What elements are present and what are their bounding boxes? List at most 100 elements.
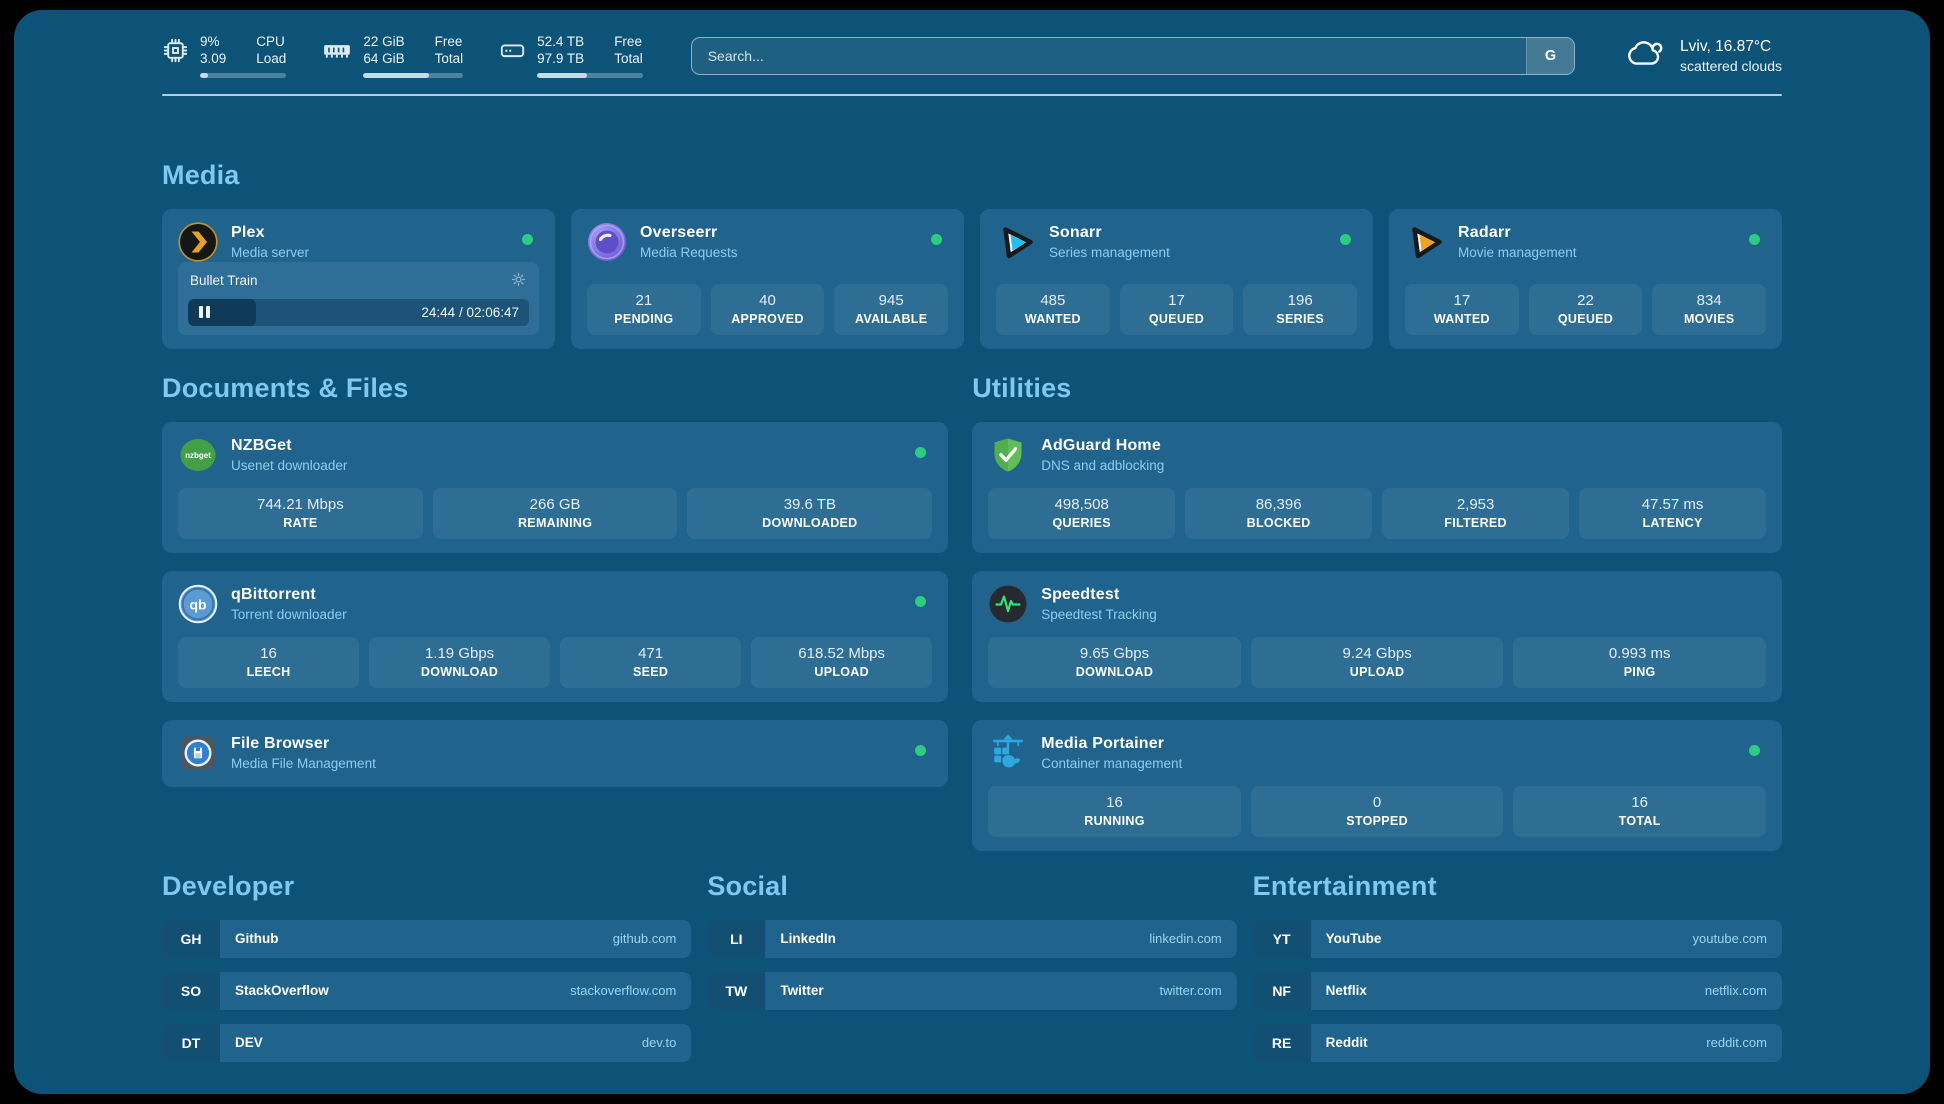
- app-card-nzbget[interactable]: nzbget NZBGet Usenet downloader 744.21 M…: [162, 421, 949, 553]
- cpu-label-2: Load: [256, 50, 287, 66]
- stat-tile: 471 SEED: [560, 636, 742, 688]
- bookmark-name: YouTube: [1325, 931, 1382, 947]
- bookmark-name: Reddit: [1325, 1035, 1368, 1051]
- bookmark-abbr: RE: [1252, 1023, 1311, 1062]
- media-grid: Plex Media server Bullet Train: [162, 208, 1782, 349]
- bookmark-name: DEV: [235, 1035, 263, 1051]
- nzbget-icon: nzbget: [178, 435, 218, 475]
- stat-tile: 498,508 QUERIES: [988, 487, 1176, 539]
- bookmarks-developer: Developer GH Github github.com SO StackO…: [162, 851, 692, 1076]
- bookmark-abbr: NF: [1252, 971, 1311, 1010]
- search-input[interactable]: [691, 37, 1527, 74]
- bookmark-netflix[interactable]: NF Netflix netflix.com: [1252, 971, 1782, 1010]
- stat-tile: 0 STOPPED: [1250, 785, 1504, 837]
- stat-tile: 9.24 Gbps UPLOAD: [1250, 636, 1504, 688]
- app-card-adguard[interactable]: AdGuard Home DNS and adblocking 498,508 …: [972, 421, 1782, 553]
- bookmark-linkedin[interactable]: LI LinkedIn linkedin.com: [707, 919, 1237, 958]
- bookmarks-grid: Developer GH Github github.com SO StackO…: [162, 851, 1782, 1076]
- app-name: Speedtest: [1041, 585, 1120, 603]
- cpu-progress-bar: [200, 72, 287, 78]
- status-indicator: [1749, 744, 1760, 756]
- memory-progress-bar: [363, 72, 464, 78]
- bookmark-name: Twitter: [780, 983, 824, 999]
- bookmark-name: StackOverflow: [235, 983, 329, 999]
- memory-total: 64 GiB: [363, 50, 405, 66]
- section-title-utilities: Utilities: [972, 372, 1072, 403]
- app-card-speedtest[interactable]: Speedtest Speedtest Tracking 9.65 Gbps D…: [972, 570, 1782, 702]
- memory-icon: [322, 34, 352, 69]
- plex-now-playing-panel: Bullet Train 24:44 / 02:06:47: [178, 261, 539, 335]
- stat-tile: 39.6 TB DOWNLOADED: [687, 487, 933, 539]
- disk-label-total: Total: [614, 50, 643, 66]
- cpu-value-2: 3.09: [200, 50, 227, 66]
- app-card-radarr[interactable]: Radarr Movie management 17 WANTED 22 QUE…: [1389, 208, 1782, 349]
- app-name: AdGuard Home: [1041, 436, 1161, 454]
- stat-tile: 16 RUNNING: [988, 785, 1241, 837]
- bookmark-reddit[interactable]: RE Reddit reddit.com: [1252, 1023, 1782, 1062]
- cpu-stat: 9% 3.09 CPU Load: [162, 34, 287, 78]
- app-card-plex[interactable]: Plex Media server Bullet Train: [162, 208, 555, 349]
- app-card-portainer[interactable]: Media Portainer Container management 16 …: [972, 719, 1782, 851]
- bookmark-stackoverflow[interactable]: SO StackOverflow stackoverflow.com: [162, 971, 692, 1010]
- settings-icon[interactable]: [510, 271, 527, 291]
- app-card-sonarr[interactable]: Sonarr Series management 485 WANTED 17 Q…: [980, 208, 1373, 349]
- playback-time: 24:44 / 02:06:47: [421, 304, 519, 320]
- search-bar[interactable]: G: [690, 36, 1576, 75]
- bookmark-url: twitter.com: [1159, 983, 1222, 999]
- bookmark-url: netflix.com: [1704, 983, 1767, 999]
- pause-icon[interactable]: [199, 306, 210, 319]
- stat-tile: 834 MOVIES: [1652, 283, 1767, 335]
- app-name: qBittorrent: [231, 585, 316, 603]
- app-subtitle: Movie management: [1458, 244, 1577, 260]
- disk-free: 52.4 TB: [537, 34, 585, 49]
- svg-text:nzbget: nzbget: [185, 451, 211, 460]
- stat-tile: 618.52 Mbps UPLOAD: [751, 636, 933, 688]
- app-subtitle: DNS and adblocking: [1041, 457, 1165, 473]
- memory-label-free: Free: [434, 34, 463, 49]
- bookmark-abbr: TW: [707, 971, 766, 1010]
- bookmark-twitter[interactable]: TW Twitter twitter.com: [707, 971, 1237, 1010]
- stat-tile: 485 WANTED: [996, 283, 1110, 335]
- status-indicator: [1340, 233, 1351, 245]
- stat-tile: 9.65 Gbps DOWNLOAD: [988, 636, 1241, 688]
- status-indicator: [915, 595, 927, 607]
- plex-icon: [178, 222, 218, 262]
- bookmark-url: github.com: [612, 931, 677, 947]
- app-name: Overseerr: [640, 223, 718, 241]
- portainer-icon: [988, 733, 1028, 773]
- app-name: Media Portainer: [1041, 734, 1165, 752]
- search-engine-button[interactable]: G: [1526, 37, 1575, 74]
- bookmark-dev[interactable]: DT DEV dev.to: [162, 1023, 692, 1062]
- disk-icon: [499, 34, 526, 69]
- bookmark-url: stackoverflow.com: [570, 983, 677, 999]
- bookmark-abbr: LI: [707, 919, 766, 958]
- app-card-qbittorrent[interactable]: qb qBittorrent Torrent downloader 16 LEE…: [162, 570, 949, 702]
- system-stats: 9% 3.09 CPU Load: [162, 34, 643, 78]
- stat-tile: 17 QUEUED: [1119, 283, 1234, 335]
- playback-progress-bar[interactable]: 24:44 / 02:06:47: [188, 298, 529, 326]
- app-subtitle: Usenet downloader: [231, 457, 348, 473]
- stat-tile: 16 TOTAL: [1513, 785, 1766, 837]
- app-card-filebrowser[interactable]: File Browser Media File Management: [162, 719, 949, 787]
- bookmark-abbr: GH: [162, 919, 220, 958]
- dashboard-window: 9% 3.09 CPU Load: [14, 10, 1930, 1094]
- stat-tile: 266 GB REMAINING: [432, 487, 678, 539]
- section-title-documents: Documents & Files: [162, 372, 409, 403]
- bookmark-url: youtube.com: [1692, 931, 1767, 947]
- app-card-overseerr[interactable]: Overseerr Media Requests 21 PENDING 40 A…: [571, 208, 964, 349]
- top-bar: 9% 3.09 CPU Load: [162, 10, 1782, 78]
- now-playing-title: Bullet Train: [190, 273, 258, 289]
- section-title-social: Social: [707, 870, 789, 901]
- bookmark-name: LinkedIn: [780, 931, 836, 947]
- qbittorrent-icon: qb: [178, 584, 218, 624]
- bookmark-github[interactable]: GH Github github.com: [162, 919, 692, 958]
- stat-tile: 945 AVAILABLE: [834, 283, 949, 335]
- stat-tile: 744.21 Mbps RATE: [178, 487, 423, 539]
- bookmark-youtube[interactable]: YT YouTube youtube.com: [1252, 919, 1782, 958]
- speedtest-icon: [988, 584, 1028, 624]
- section-utilities: Utilities AdGuard Home: [972, 349, 1782, 851]
- cpu-icon: [162, 34, 189, 69]
- stat-tile: 1.19 Gbps DOWNLOAD: [369, 636, 551, 688]
- bookmark-url: dev.to: [641, 1035, 677, 1051]
- app-name: NZBGet: [231, 436, 292, 454]
